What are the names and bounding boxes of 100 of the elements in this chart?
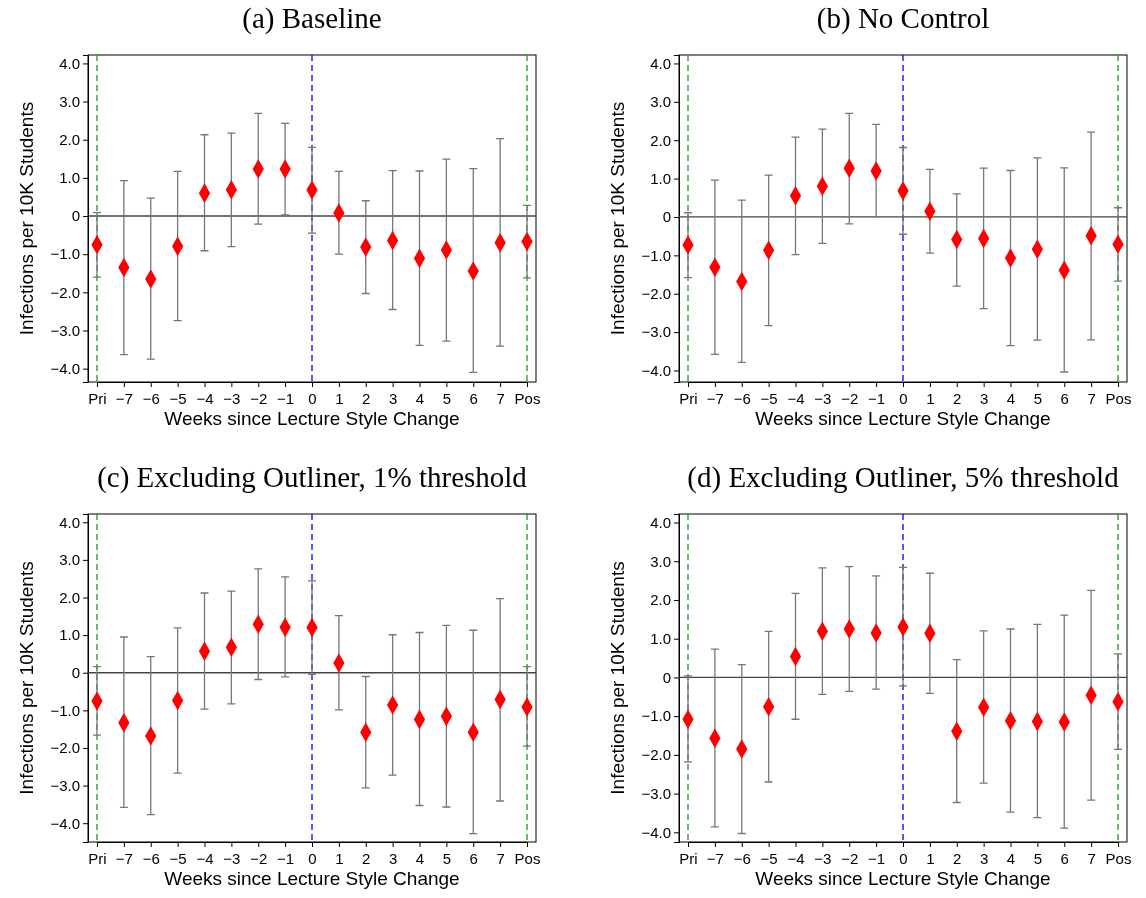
y-tick-label: −3.0 bbox=[641, 323, 671, 341]
y-tick-label: −3.0 bbox=[50, 776, 80, 794]
x-tick-label: −3 bbox=[814, 849, 832, 867]
x-tick-label: Pri bbox=[679, 849, 698, 867]
x-tick-label: Pri bbox=[679, 389, 698, 407]
y-tick-label: −4.0 bbox=[641, 823, 671, 841]
y-tick-label: −1.0 bbox=[50, 245, 80, 263]
x-tick-label: Pos bbox=[1105, 389, 1132, 407]
x-tick-label: −3 bbox=[223, 389, 241, 407]
x-tick-label: −6 bbox=[142, 849, 160, 867]
y-tick-label: 2.0 bbox=[59, 131, 80, 149]
y-tick-label: −2.0 bbox=[641, 746, 671, 764]
x-tick-label: −4 bbox=[787, 849, 805, 867]
x-axis-title: Weeks since Lecture Style Change bbox=[755, 408, 1051, 429]
y-tick-label: 3.0 bbox=[650, 93, 671, 111]
x-tick-label: 5 bbox=[442, 849, 452, 867]
x-tick-label: −4 bbox=[196, 389, 214, 407]
chart-title: (b) No Control bbox=[816, 2, 990, 35]
x-tick-label: −4 bbox=[196, 849, 214, 867]
x-axis-title: Weeks since Lecture Style Change bbox=[755, 868, 1051, 889]
y-tick-label: −3.0 bbox=[641, 784, 671, 802]
x-tick-label: 1 bbox=[926, 389, 935, 407]
y-tick-label: −2.0 bbox=[641, 285, 671, 303]
x-tick-label: 0 bbox=[899, 389, 908, 407]
x-tick-label: 2 bbox=[362, 389, 371, 407]
x-tick-label: −5 bbox=[760, 849, 778, 867]
x-tick-label: 4 bbox=[1006, 849, 1016, 867]
y-tick-label: −1.0 bbox=[50, 701, 80, 719]
x-tick-label: 5 bbox=[1033, 389, 1043, 407]
x-tick-label: 6 bbox=[1060, 849, 1069, 867]
x-tick-label: 5 bbox=[442, 389, 452, 407]
x-tick-label: 4 bbox=[415, 849, 425, 867]
x-tick-label: 1 bbox=[335, 849, 344, 867]
x-tick-label: −2 bbox=[841, 849, 859, 867]
y-tick-label: 0 bbox=[662, 208, 671, 226]
x-tick-label: −2 bbox=[250, 849, 268, 867]
x-tick-label: −3 bbox=[223, 849, 241, 867]
y-tick-label: 0 bbox=[71, 207, 80, 225]
x-tick-label: −5 bbox=[760, 389, 778, 407]
x-tick-label: −5 bbox=[169, 849, 187, 867]
y-tick-label: −4.0 bbox=[50, 359, 80, 377]
x-tick-label: 7 bbox=[496, 849, 505, 867]
y-tick-label: 1.0 bbox=[59, 169, 80, 187]
x-axis-title: Weeks since Lecture Style Change bbox=[164, 868, 460, 889]
x-tick-label: 3 bbox=[979, 849, 989, 867]
y-tick-label: 4.0 bbox=[59, 513, 80, 531]
x-tick-label: −7 bbox=[706, 389, 724, 407]
x-tick-label: −5 bbox=[169, 389, 187, 407]
x-tick-label: Pos bbox=[514, 849, 541, 867]
y-tick-label: 1.0 bbox=[650, 629, 671, 647]
x-tick-label: 4 bbox=[415, 389, 425, 407]
x-tick-label: 2 bbox=[953, 389, 962, 407]
y-tick-label: 0 bbox=[662, 668, 671, 686]
x-tick-label: −2 bbox=[250, 389, 268, 407]
y-tick-label: 4.0 bbox=[59, 54, 80, 72]
x-tick-label: 4 bbox=[1006, 389, 1016, 407]
y-axis-title: Infections per 10K Students bbox=[16, 561, 37, 795]
y-axis-title: Infections per 10K Students bbox=[16, 101, 37, 336]
x-tick-label: Pos bbox=[1105, 849, 1132, 867]
x-tick-label: 6 bbox=[1060, 389, 1069, 407]
y-tick-label: −1.0 bbox=[641, 246, 671, 264]
chart-title: (a) Baseline bbox=[242, 2, 382, 35]
y-tick-label: −4.0 bbox=[641, 361, 671, 379]
x-tick-label: −4 bbox=[787, 389, 805, 407]
y-tick-label: 0 bbox=[71, 664, 80, 682]
y-tick-label: 2.0 bbox=[650, 131, 671, 149]
x-tick-label: 7 bbox=[496, 389, 505, 407]
x-tick-label: −1 bbox=[277, 389, 295, 407]
x-tick-label: 1 bbox=[335, 389, 344, 407]
x-tick-label: 7 bbox=[1087, 849, 1096, 867]
y-tick-label: −3.0 bbox=[50, 321, 80, 339]
chart-title: (c) Excluding Outliner, 1% threshold bbox=[97, 461, 528, 494]
x-tick-label: −1 bbox=[868, 849, 886, 867]
x-tick-label: 6 bbox=[469, 849, 478, 867]
x-tick-label: Pri bbox=[88, 849, 107, 867]
x-tick-label: 2 bbox=[362, 849, 371, 867]
x-tick-label: −1 bbox=[277, 849, 295, 867]
x-tick-label: 1 bbox=[926, 849, 935, 867]
chart-title: (d) Excluding Outliner, 5% threshold bbox=[687, 461, 1120, 494]
x-tick-label: −7 bbox=[115, 849, 133, 867]
x-tick-label: −1 bbox=[868, 389, 886, 407]
y-tick-label: 3.0 bbox=[650, 552, 671, 570]
x-tick-label: 7 bbox=[1087, 389, 1096, 407]
y-tick-label: 1.0 bbox=[650, 169, 671, 187]
x-tick-label: −6 bbox=[142, 389, 160, 407]
x-tick-label: 6 bbox=[469, 389, 478, 407]
x-tick-label: Pri bbox=[88, 389, 107, 407]
y-tick-label: −4.0 bbox=[50, 814, 80, 832]
x-tick-label: −7 bbox=[115, 389, 133, 407]
y-tick-label: −2.0 bbox=[50, 283, 80, 301]
y-tick-label: −2.0 bbox=[50, 739, 80, 757]
y-tick-label: −1.0 bbox=[641, 707, 671, 725]
x-tick-label: 5 bbox=[1033, 849, 1043, 867]
x-axis-title: Weeks since Lecture Style Change bbox=[164, 408, 460, 429]
x-tick-label: 3 bbox=[388, 389, 398, 407]
x-tick-label: 0 bbox=[899, 849, 908, 867]
x-tick-label: −7 bbox=[706, 849, 724, 867]
x-tick-label: Pos bbox=[514, 389, 541, 407]
y-tick-label: 3.0 bbox=[59, 92, 80, 110]
y-tick-label: 1.0 bbox=[59, 626, 80, 644]
